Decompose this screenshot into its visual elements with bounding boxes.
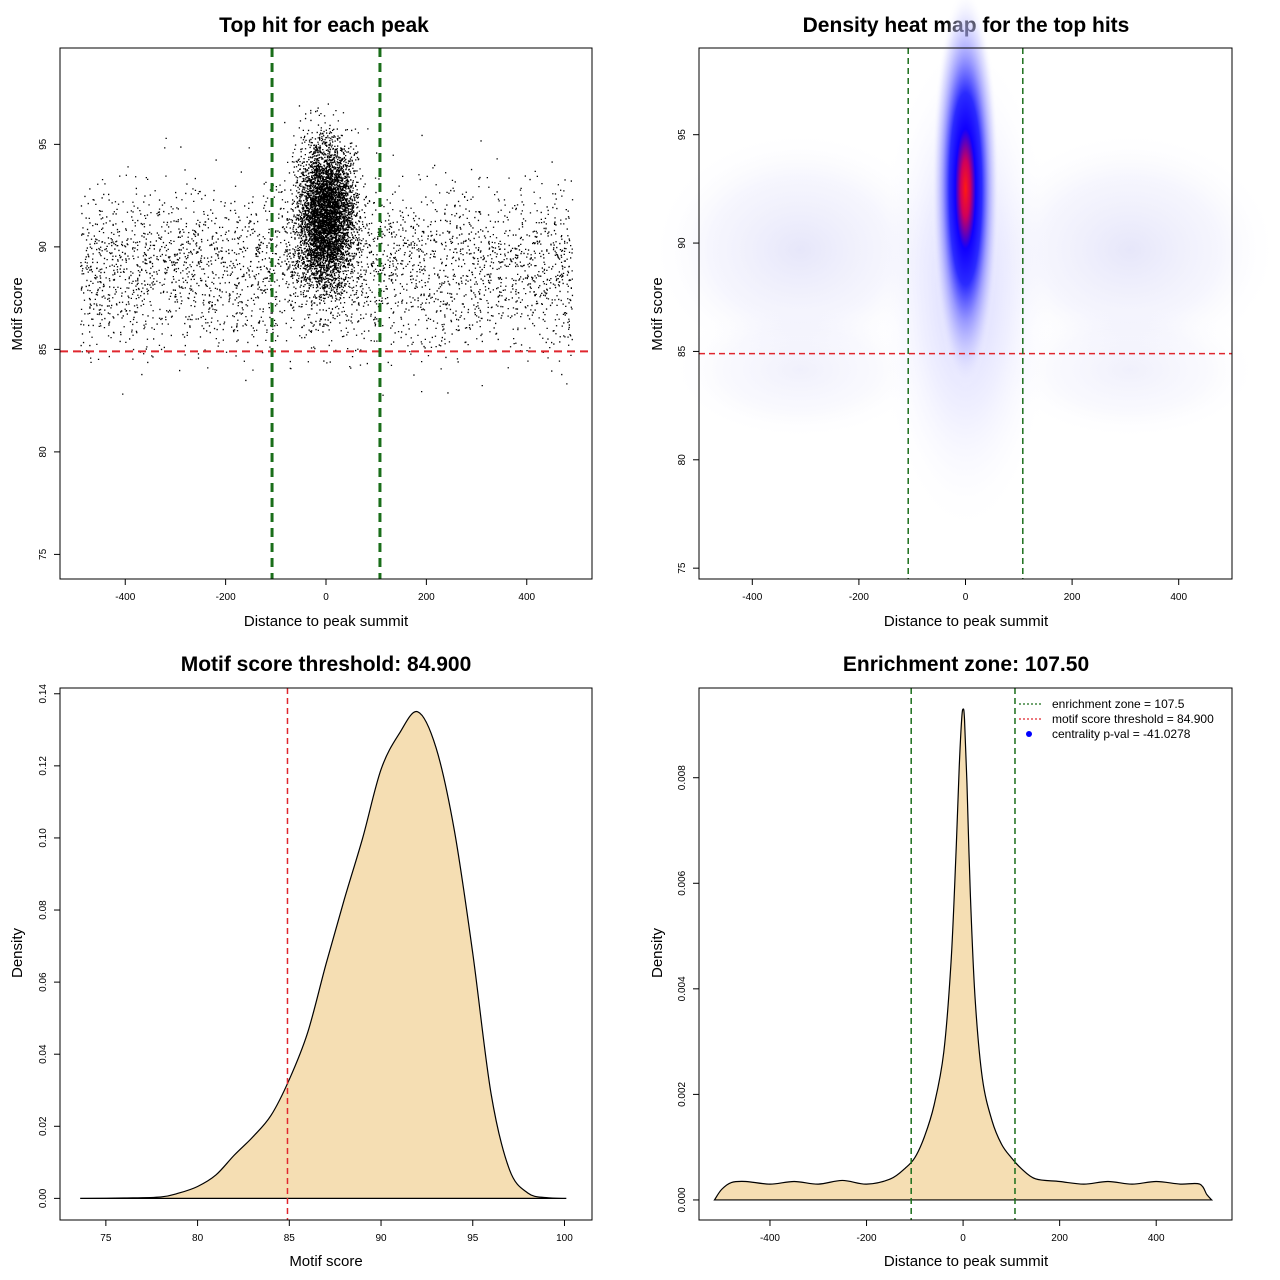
legend-entry-pval: centrality p-val = -41.0278	[1052, 727, 1191, 741]
y-tick-label: 90	[677, 237, 688, 249]
plot-frame	[59, 687, 593, 1221]
y-tick-label: 0.002	[677, 1081, 688, 1106]
y-tick-label: 0.12	[38, 756, 49, 776]
y-tick-label: 80	[677, 454, 688, 466]
x-axis-label: Distance to peak summit	[244, 613, 409, 630]
legend: enrichment zone = 107.5 motif score thre…	[1019, 697, 1214, 741]
y-tick-label: 0.04	[38, 1044, 49, 1064]
x-tick-label: 200	[418, 592, 435, 603]
x-tick-label: -200	[857, 1233, 877, 1244]
y-axis-label: Density	[9, 927, 26, 978]
panel-scatter: Top hit for each peak -400 -200 0 200 400 75…	[9, 14, 593, 630]
x-tick-label: 0	[963, 592, 969, 603]
legend-entry-threshold: motif score threshold = 84.900	[1052, 712, 1214, 726]
y-tick-label: 0.00	[38, 1188, 49, 1208]
legend-dot-pval	[1026, 731, 1032, 737]
y-axis: 75 80 85 90 95	[677, 129, 699, 574]
y-tick-label: 0.006	[677, 870, 688, 895]
heat-band	[650, 130, 950, 370]
x-tick-label: 80	[192, 1233, 204, 1244]
heat-peak	[931, 0, 1000, 389]
x-axis-label: Motif score	[289, 1253, 362, 1270]
y-axis-label: Motif score	[649, 277, 666, 350]
y-tick-label: 85	[38, 343, 49, 355]
x-tick-label: 100	[556, 1233, 573, 1244]
x-axis-label: Distance to peak summit	[884, 1253, 1049, 1270]
plot-frame	[59, 47, 593, 580]
plot-frame	[698, 687, 1233, 1221]
x-axis: 75 80 85 90 95 100	[100, 1220, 573, 1244]
y-axis: 0.00 0.02 0.04 0.06 0.08 0.10 0.12 0.14	[38, 684, 60, 1208]
x-tick-label: -400	[760, 1233, 780, 1244]
y-tick-label: 0.06	[38, 972, 49, 992]
x-tick-label: 200	[1051, 1233, 1068, 1244]
panel-heatmap: Density heat map for the top hits -400-2…	[649, 0, 1280, 630]
panel-distance-density: Enrichment zone: 107.50 -400 -200 0 200 400 …	[649, 653, 1233, 1270]
y-axis-label: Motif score	[9, 277, 26, 350]
y-axis: 75 80 85 90 95	[38, 138, 60, 560]
y-tick-label: 0.02	[38, 1116, 49, 1136]
x-tick-label: 90	[375, 1233, 387, 1244]
x-tick-label: 200	[1064, 592, 1081, 603]
x-tick-label: 0	[960, 1233, 966, 1244]
x-tick-label: 95	[467, 1233, 479, 1244]
scatter-points	[80, 103, 574, 396]
y-tick-label: 80	[38, 446, 49, 458]
y-tick-label: 0.10	[38, 828, 49, 848]
density-curve	[80, 711, 567, 1199]
x-tick-label: 75	[100, 1233, 112, 1244]
x-tick-label: 400	[518, 592, 535, 603]
scatter-point-cloud	[80, 103, 574, 396]
y-axis-label: Density	[649, 927, 666, 978]
x-tick-label: -200	[849, 592, 869, 603]
y-tick-label: 0.008	[677, 765, 688, 790]
panel-score-density: Motif score threshold: 84.900 75 80 85 90 95…	[9, 653, 593, 1270]
chart-title: Motif score threshold: 84.900	[181, 653, 472, 676]
x-tick-label: -200	[216, 592, 236, 603]
y-tick-label: 95	[38, 138, 49, 150]
heat-band	[670, 300, 930, 440]
x-tick-label: 400	[1148, 1233, 1165, 1244]
x-axis: -400 -200 0 200 400	[760, 1220, 1165, 1244]
x-tick-label: 0	[323, 592, 329, 603]
heat-band	[1000, 300, 1260, 440]
density-curve	[713, 708, 1214, 1201]
y-tick-label: 0.08	[38, 900, 49, 920]
y-tick-label: 75	[38, 548, 49, 560]
x-tick-label: -400	[115, 592, 135, 603]
x-axis-label: Distance to peak summit	[884, 613, 1049, 630]
x-tick-label: 400	[1170, 592, 1187, 603]
x-axis: -400 -200 0 200 400	[742, 579, 1187, 603]
x-tick-label: -400	[742, 592, 762, 603]
y-tick-label: 0.000	[677, 1187, 688, 1212]
chart-title: Top hit for each peak	[219, 14, 429, 37]
x-axis: -400 -200 0 200 400	[115, 579, 536, 603]
chart-title: Enrichment zone: 107.50	[843, 653, 1089, 676]
legend-entry-zone: enrichment zone = 107.5	[1052, 697, 1185, 711]
y-tick-label: 0.14	[38, 684, 49, 704]
y-tick-label: 90	[38, 241, 49, 253]
y-tick-label: 95	[677, 129, 688, 141]
y-tick-label: 75	[677, 562, 688, 574]
x-tick-label: 85	[284, 1233, 296, 1244]
y-tick-label: 0.004	[677, 976, 688, 1001]
y-axis: 0.000 0.002 0.004 0.006 0.008	[677, 765, 699, 1212]
y-tick-label: 85	[677, 345, 688, 357]
